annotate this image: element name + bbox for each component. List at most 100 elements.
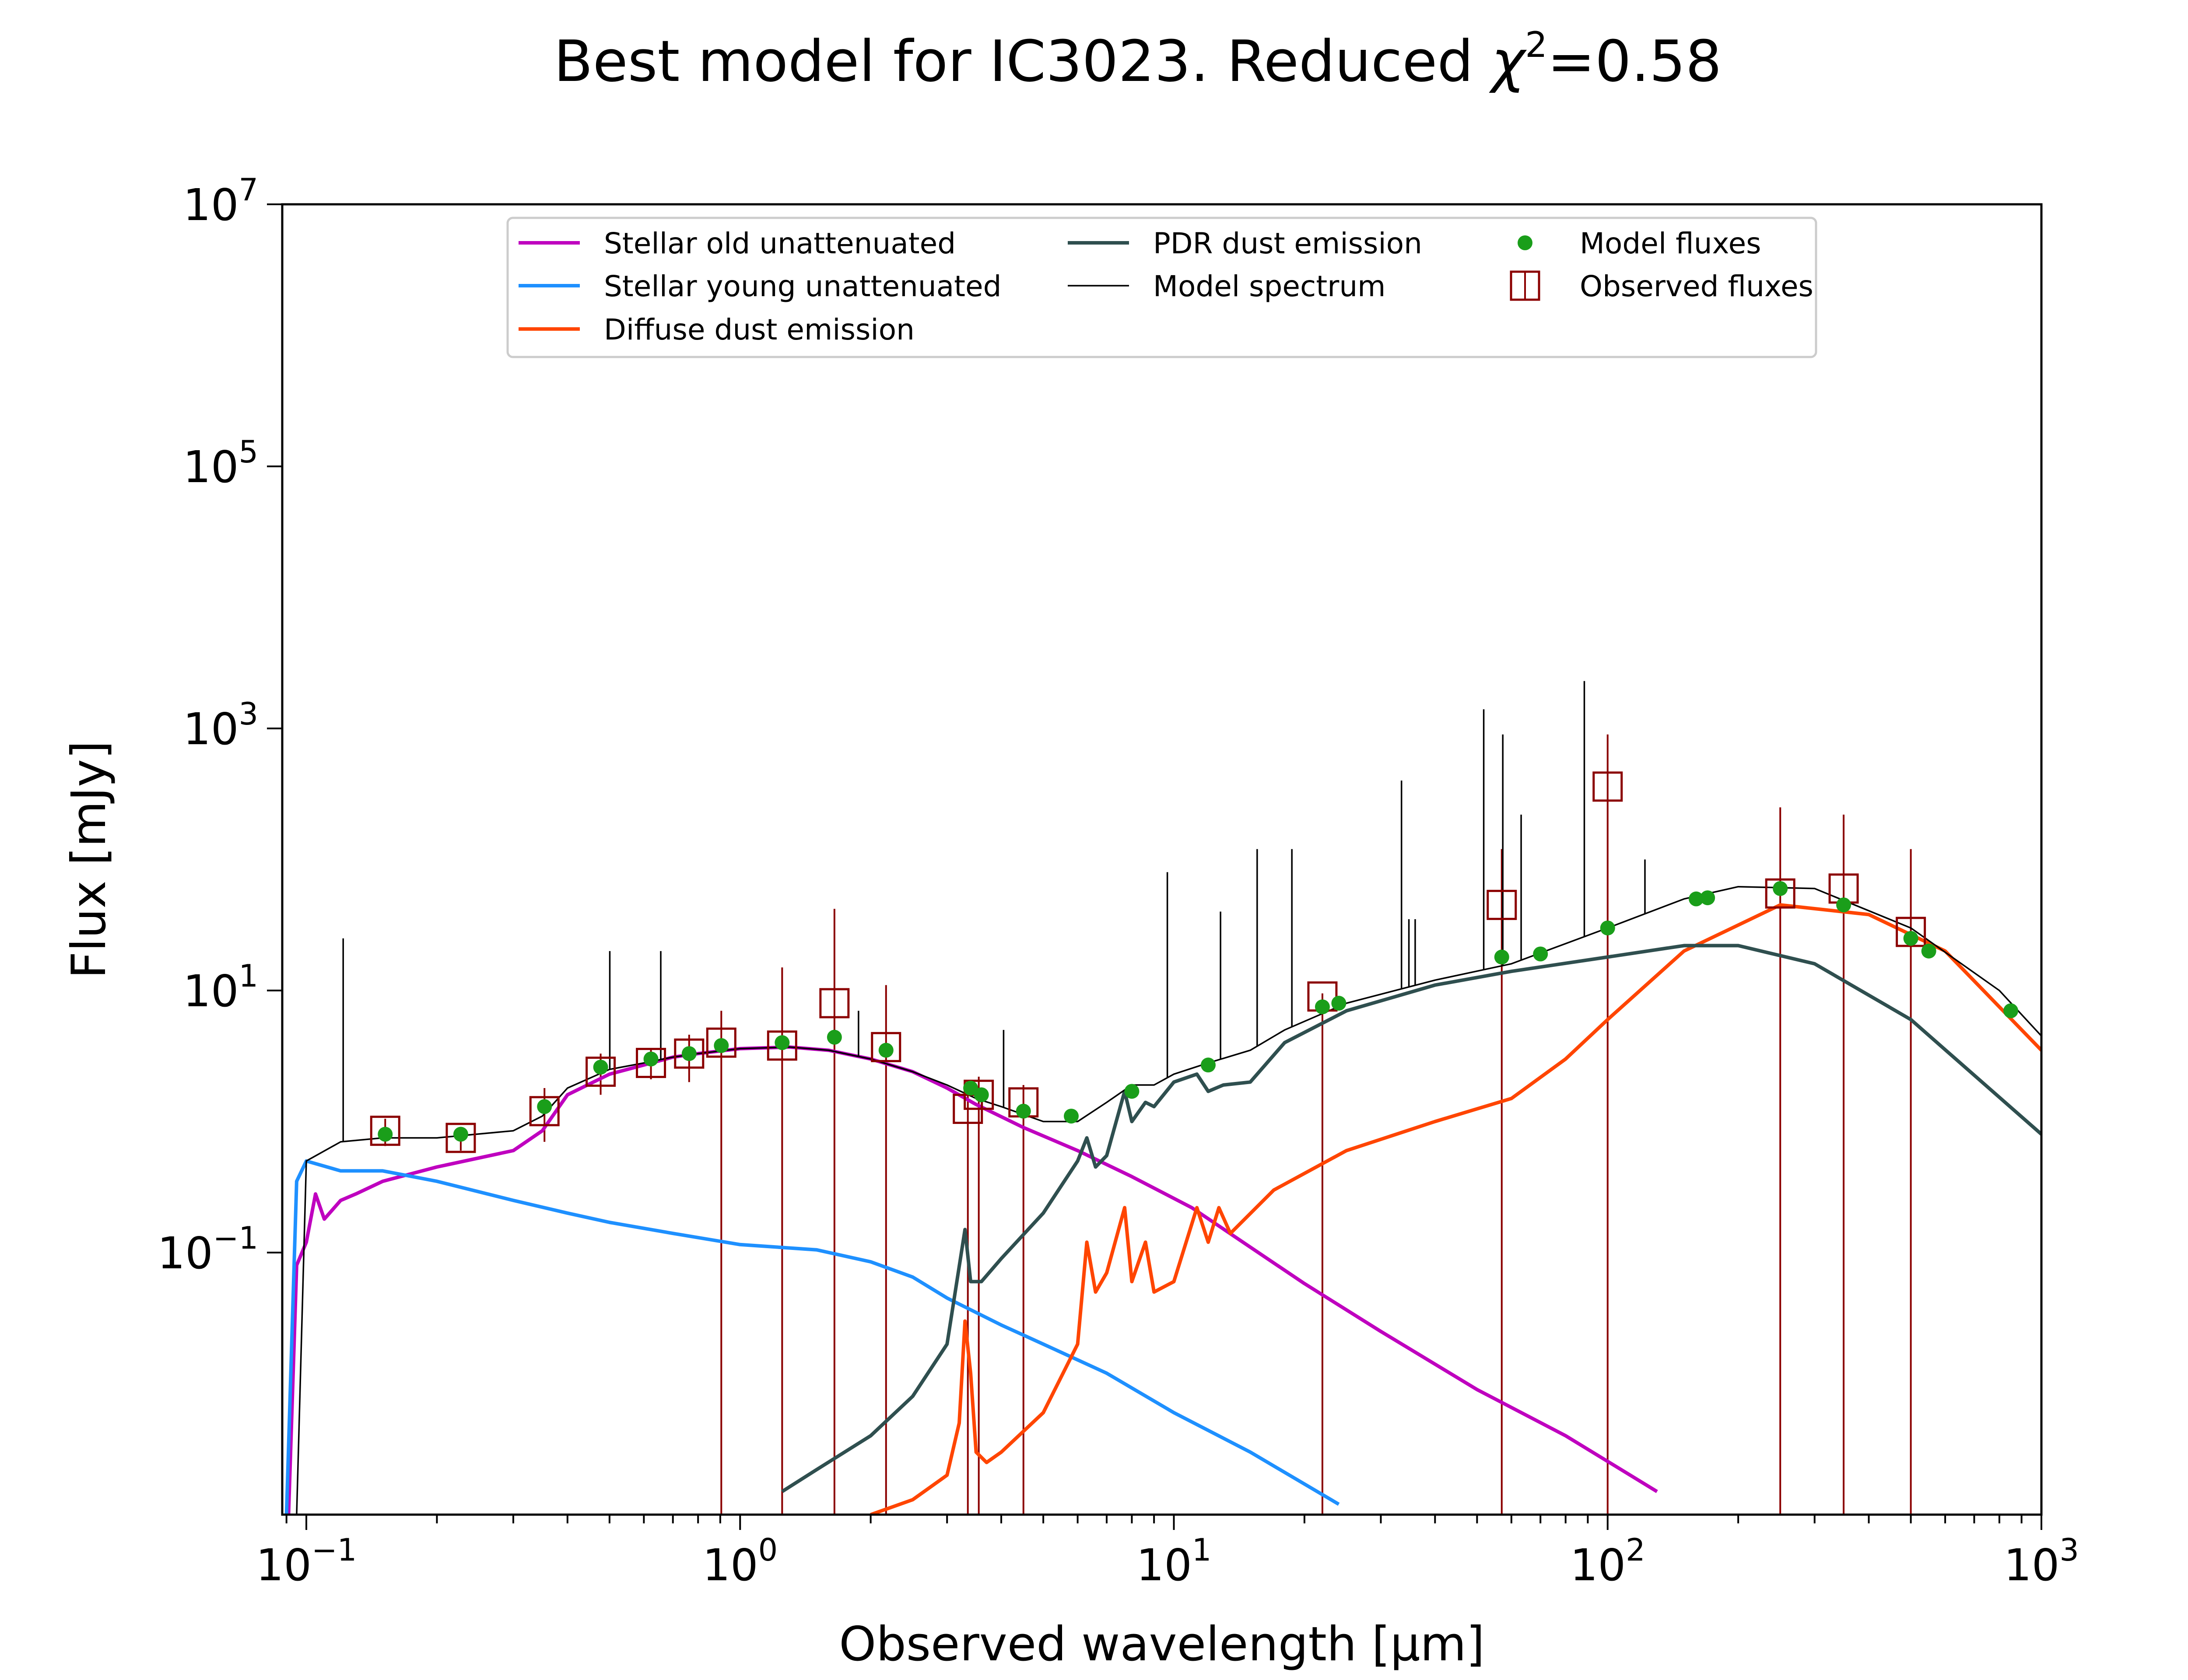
y-tick-exp: 3: [238, 696, 258, 732]
y-tick-exp: 5: [238, 434, 258, 470]
legend-label: Observed fluxes: [1580, 270, 1813, 303]
x-tick-exp: 3: [2059, 1532, 2079, 1568]
title-value: =0.58: [1547, 28, 1722, 94]
y-tick-base: 10: [183, 704, 238, 755]
x-tick-exp: 0: [758, 1532, 778, 1568]
legend-label: Model fluxes: [1580, 227, 1761, 260]
observed-flux-point: [819, 988, 850, 1018]
model-flux-point: [1331, 996, 1346, 1011]
legend-item-observed-fluxes: Observed fluxes: [1510, 270, 1813, 303]
x-tick-label: 103: [2004, 1532, 2079, 1591]
model-flux-point: [537, 1099, 552, 1114]
y-tick-label: 10−1: [158, 1220, 258, 1279]
observed-flux-point: [767, 1030, 797, 1061]
series-line-stellar-young-unattenuated: [284, 1159, 1340, 1515]
legend-item-stellar-young-unattenuated: Stellar young unattenuated: [519, 270, 1002, 303]
chart-title: Best model for IC3023. Reduced χ2=0.58: [554, 24, 1722, 94]
legend: Stellar old unattenuated Stellar young un…: [506, 217, 1817, 358]
legend-box: [506, 217, 1817, 358]
observed-flux-point: [1765, 878, 1795, 909]
axes-frame: [281, 203, 2043, 1516]
model-flux-point: [1201, 1057, 1216, 1073]
y-tick-label: 103: [183, 696, 258, 755]
model-flux-point: [681, 1046, 697, 1061]
y-tick-base: 10: [158, 1228, 213, 1279]
title-main: Best model for IC3023. Reduced: [554, 28, 1492, 94]
model-flux-point: [1016, 1103, 1031, 1119]
x-tick-base: 10: [2004, 1540, 2059, 1591]
model-flux-point: [1124, 1084, 1140, 1099]
model-flux-point: [1600, 920, 1615, 936]
legend-item-model-spectrum: Model spectrum: [1068, 270, 1385, 303]
observed-flux-point: [586, 1057, 616, 1087]
legend-label: Stellar old unattenuated: [604, 227, 956, 260]
model-flux-point: [1903, 931, 1918, 946]
model-flux-point: [1064, 1109, 1079, 1124]
y-tick-label: 101: [183, 958, 258, 1017]
model-flux-point: [593, 1060, 608, 1075]
model-flux-point: [378, 1127, 393, 1142]
observed-flux-point: [706, 1027, 736, 1058]
observed-flux-point: [445, 1123, 476, 1153]
observed-flux-point: [871, 1032, 901, 1062]
model-flux-point: [827, 1029, 842, 1045]
observed-flux-point: [370, 1116, 400, 1146]
model-flux-point: [1533, 946, 1548, 962]
model-flux-point: [643, 1051, 659, 1067]
x-tick-exp: −1: [312, 1532, 357, 1568]
series-line-diffuse-dust-emission: [870, 903, 2041, 1515]
model-flux-point: [1700, 890, 1715, 906]
y-tick-exp: −1: [213, 1220, 258, 1256]
x-tick-exp: 1: [1192, 1532, 1212, 1568]
legend-item-stellar-old-unattenuated: Stellar old unattenuated: [519, 227, 956, 260]
x-tick-label: 10−1: [256, 1532, 357, 1591]
x-tick-base: 10: [1136, 1540, 1192, 1591]
model-flux-point: [1494, 949, 1509, 965]
x-tick-label: 101: [1136, 1532, 1212, 1591]
legend-label: Stellar young unattenuated: [604, 270, 1002, 303]
observed-flux-point: [1487, 889, 1517, 920]
plot-area: [284, 681, 2041, 1515]
legend-item-diffuse-dust-emission: Diffuse dust emission: [519, 313, 915, 346]
x-axis-label: Observed wavelength [μm]: [839, 1617, 1485, 1672]
model-flux-point: [878, 1043, 894, 1058]
y-tick-base: 10: [183, 441, 238, 493]
model-flux-point: [714, 1038, 729, 1053]
model-flux-point: [1315, 999, 1330, 1015]
observed-flux-point: [964, 1079, 994, 1110]
y-tick-base: 10: [183, 179, 238, 231]
x-tick-label: 100: [702, 1532, 778, 1591]
y-axis-label: Flux [mJy]: [62, 741, 116, 979]
observed-flux-point: [636, 1048, 666, 1078]
x-tick-base: 10: [1570, 1540, 1626, 1591]
x-tick-base: 10: [702, 1540, 758, 1591]
observed-flux-point: [529, 1096, 560, 1127]
series-line-pdr-dust-emission: [781, 944, 2041, 1493]
legend-item-pdr-dust-emission: PDR dust emission: [1068, 227, 1422, 260]
title-chi: χ: [1489, 28, 1527, 94]
observed-flux-point: [674, 1038, 705, 1069]
model-flux-point: [1921, 943, 1936, 959]
y-tick-base: 10: [183, 966, 238, 1017]
model-flux-point: [963, 1081, 978, 1096]
model-flux-point: [1773, 881, 1788, 896]
y-tick-label: 105: [183, 434, 258, 493]
model-flux-point: [1836, 897, 1851, 913]
title-sup: 2: [1525, 24, 1547, 65]
x-tick-label: 102: [1570, 1532, 1645, 1591]
y-tick-label: 107: [183, 172, 258, 231]
observed-flux-point: [1896, 917, 1926, 947]
legend-handle: [1518, 235, 1532, 250]
legend-label: PDR dust emission: [1153, 227, 1422, 260]
model-flux-point: [775, 1035, 790, 1050]
x-tick-exp: 2: [1626, 1532, 1645, 1568]
y-tick-exp: 7: [238, 172, 258, 208]
x-tick-base: 10: [256, 1540, 312, 1591]
legend-label: Diffuse dust emission: [604, 313, 915, 346]
y-tick-exp: 1: [238, 958, 258, 994]
model-flux-point: [1689, 891, 1704, 906]
legend-item-model-fluxes: Model fluxes: [1518, 227, 1761, 260]
model-flux-point: [974, 1087, 989, 1102]
